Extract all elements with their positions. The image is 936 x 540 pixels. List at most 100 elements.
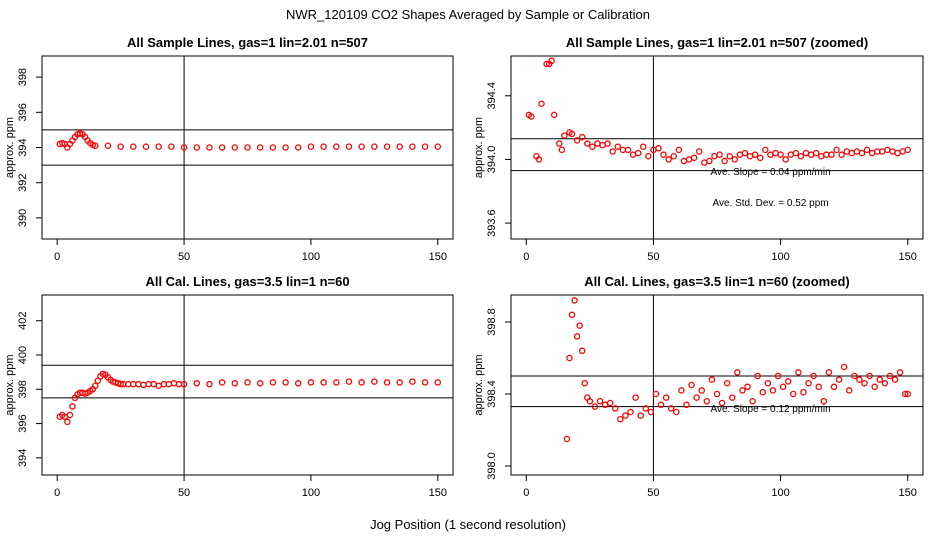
data-point [168,143,175,150]
panel-sample-lines-zoomed: All Sample Lines, gas=1 lin=2.01 n=507 (… [473,35,924,263]
x-tick-label: 100 [771,251,789,263]
data-point [662,394,670,401]
data-point [559,480,564,485]
annotation: Ave. Slope = 0.12 ppm/min [710,404,830,415]
data-point [617,415,624,423]
data-point [833,146,840,154]
data-point [812,149,820,157]
data-point [856,376,863,383]
y-tick-label: 394.4 [486,82,498,110]
data-point [244,144,251,151]
data-point [652,390,660,398]
data-points [547,297,911,486]
y-tick-label: 390 [17,209,29,227]
panel-title: All Sample Lines, gas=1 lin=2.01 n=507 [127,35,368,50]
data-point [851,372,858,380]
data-point [125,380,132,388]
data-point [256,144,264,151]
panel-sample-lines: All Sample Lines, gas=1 lin=2.01 n=507 0 5… [4,35,454,263]
data-point [92,382,99,390]
data-point [886,372,894,380]
data-point [150,380,157,388]
data-point [140,381,147,389]
x-tick-label: 150 [899,487,917,499]
data-point [566,354,573,362]
y-tick-label: 398 [17,380,29,398]
y-axis-label: approx. ppm [4,354,16,415]
data-point [345,378,353,385]
data-point [528,113,535,120]
x-tick-label: 150 [429,487,447,499]
plot-frame [41,294,454,476]
data-point [421,379,429,386]
data-point [371,143,378,150]
data-point [645,153,652,160]
data-point [711,153,718,160]
data-point [868,149,876,157]
data-point [294,380,302,387]
data-point [746,153,754,160]
data-point [599,141,606,149]
data-point [571,297,578,304]
y-tick-label: 396 [17,103,29,121]
x-tick-label: 150 [899,251,917,263]
data-point [104,142,112,149]
data-point [358,379,365,386]
data-point [828,151,835,158]
data-point [769,387,777,394]
data-point [756,154,764,162]
data-point [434,379,442,386]
data-point [548,57,555,65]
data-point [749,397,756,405]
x-tick-label: 50 [647,487,659,499]
data-point [787,151,795,158]
data-point [723,379,731,387]
data-point [800,388,807,396]
data-point [66,411,74,419]
data-point [206,380,213,388]
data-point [573,333,581,340]
data-point [547,481,552,486]
data-point [657,401,665,409]
data-point [606,399,614,407]
data-point [678,387,685,394]
data-point [578,133,586,141]
data-point [568,311,576,319]
data-point [145,380,152,388]
x-tick-label: 0 [54,251,60,263]
data-point [333,143,340,150]
x-tick-label: 50 [647,251,659,263]
data-point [904,390,911,398]
data-point [840,363,848,371]
data-point [739,387,746,394]
data-point [861,379,868,387]
data-point [563,435,571,443]
x-tick-label: 100 [302,251,320,263]
data-point [784,378,792,385]
data-point [899,148,906,155]
y-tick-label: 400 [17,346,29,364]
data-point [589,143,596,150]
data-point [721,157,728,165]
data-point [619,146,627,154]
data-point [881,379,889,387]
data-point [294,144,302,151]
x-tick-label: 0 [523,487,529,499]
data-point [680,157,688,165]
data-point [135,380,142,388]
x-tick-label: 100 [302,487,320,499]
figure-title: NWR_120109 CO2 Shapes Averaged by Sample… [286,7,650,22]
data-point [130,143,137,150]
data-point [69,403,76,410]
data-point [764,379,772,387]
data-point [736,151,744,158]
data-point [767,151,774,158]
data-point [561,132,568,139]
data-point [639,143,647,150]
data-point [155,382,162,390]
data-point [698,387,705,394]
data-point [320,143,327,150]
data-point [130,380,137,388]
data-point [269,144,277,151]
